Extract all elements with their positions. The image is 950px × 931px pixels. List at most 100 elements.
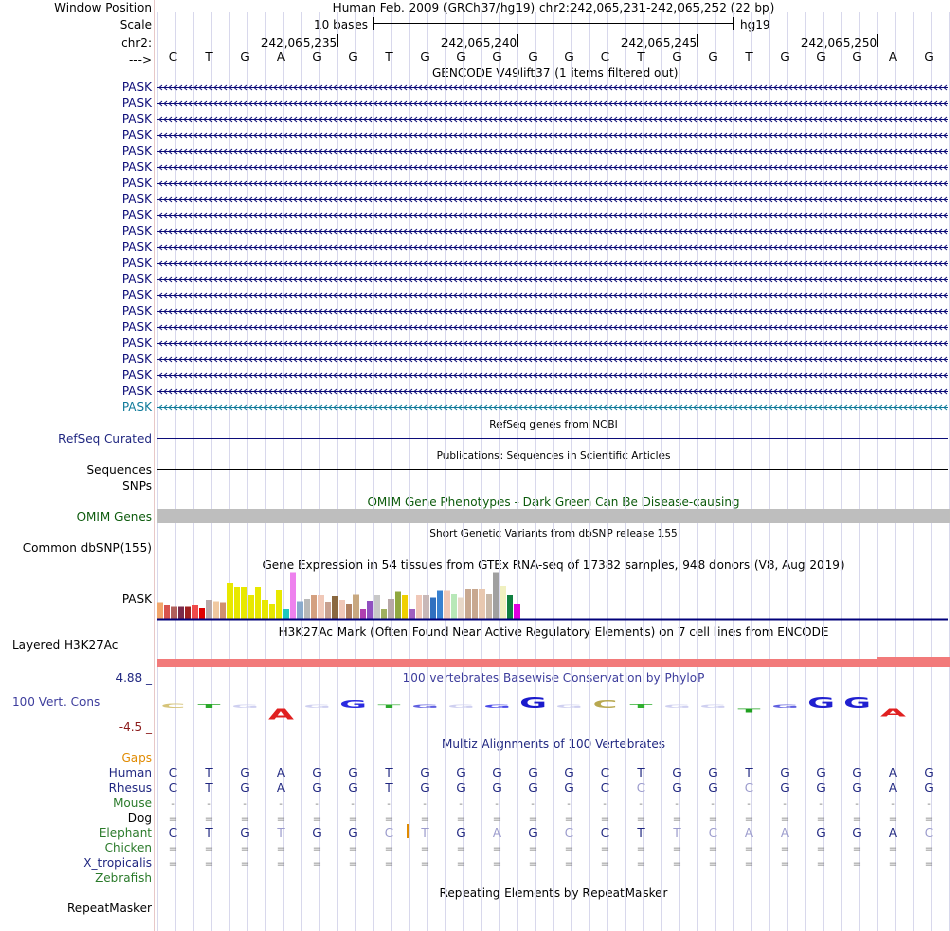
aligned-base: = [205,814,213,825]
dbsnp-track-label[interactable]: Common dbSNP(155) [22,541,152,555]
omim-track-title[interactable]: OMIM Gene Phenotypes - Dark Green Can Be… [367,495,740,509]
gencode-transcript-label[interactable]: PASK [121,128,152,142]
aligned-base: - [387,799,391,810]
aligned-base: = [529,844,537,855]
phylop-track-label[interactable]: 100 Vert. Cons [12,695,101,709]
multiz-track-title[interactable]: Multiz Alignments of 100 Vertebrates [441,737,666,751]
aligned-base: G [672,766,681,780]
species-label[interactable]: Zebrafish [95,871,152,885]
gencode-transcript-label[interactable]: PASK [121,352,152,366]
aligned-base: - [279,799,283,810]
aligned-base: C [385,826,393,840]
gtex-tissue-bar [339,600,345,619]
refseq-track-label[interactable]: RefSeq Curated [58,432,152,446]
omim-track-label[interactable]: OMIM Genes [76,510,152,524]
h3k27ac-track-title[interactable]: H3K27Ac Mark (Often Found Near Active Re… [278,625,829,639]
h3k27ac-track-label[interactable]: Layered H3K27Ac [12,638,119,652]
aligned-base: G [528,766,537,780]
refseq-track-title[interactable]: RefSeq genes from NCBI [489,419,618,431]
gencode-transcript-label[interactable]: PASK [121,304,152,318]
gencode-transcript-label[interactable]: PASK [121,384,152,398]
aligned-base: = [169,859,177,870]
aligned-base: = [637,859,645,870]
coordinate-label: 242,065,240 [441,36,517,50]
species-label[interactable]: Human [108,766,152,780]
publications-track-title[interactable]: Publications: Sequences in Scientific Ar… [436,450,671,462]
gencode-transcript-label[interactable]: PASK [121,336,152,350]
aligned-base: C [601,826,609,840]
dbsnp-track-title[interactable]: Short Genetic Variants from dbSNP releas… [429,528,678,540]
strand-arrows [158,340,948,347]
gencode-transcript-label[interactable]: PASK [121,320,152,334]
aligned-base: - [315,799,319,810]
gtex-tissue-bar [423,595,429,619]
aligned-base: A [889,826,898,840]
aligned-base: C [601,766,609,780]
aligned-base: A [493,826,502,840]
species-label[interactable]: Mouse [113,796,152,810]
gencode-transcript-label[interactable]: PASK [121,160,152,174]
aligned-base: = [277,814,285,825]
gencode-transcript-label[interactable]: PASK [121,240,152,254]
gencode-transcript-label[interactable]: PASK [121,224,152,238]
reference-base: T [204,50,213,64]
gtex-tissue-bar [290,572,296,619]
aligned-base: = [349,844,357,855]
aligned-base: G [456,826,465,840]
aligned-base: = [781,859,789,870]
aligned-base: - [675,799,679,810]
species-label[interactable]: Rhesus [108,781,152,795]
species-label[interactable]: Elephant [98,826,152,840]
gencode-transcript-label[interactable]: PASK [121,192,152,206]
gencode-transcript-label[interactable]: PASK [121,144,152,158]
gencode-transcript-label[interactable]: PASK [121,80,152,94]
publications-track-label[interactable]: Sequences [86,463,152,477]
reference-base: G [816,50,825,64]
snps-track-label[interactable]: SNPs [122,479,152,493]
aligned-base: = [493,814,501,825]
gencode-transcript-label[interactable]: PASK [121,400,152,414]
gencode-transcript-label[interactable]: PASK [121,176,152,190]
aligned-base: = [709,844,717,855]
aligned-base: G [528,826,537,840]
gencode-transcript-label[interactable]: PASK [121,288,152,302]
gencode-transcript-label[interactable]: PASK [121,96,152,110]
phylop-base-glyph: G [699,704,727,709]
gtex-tissue-bar [472,589,478,619]
phylop-base-glyph: G [843,695,871,712]
species-label[interactable]: Chicken [104,841,152,855]
aligned-base: - [639,799,643,810]
repeatmasker-track-label[interactable]: RepeatMasker [66,901,152,915]
aligned-base: - [423,799,427,810]
species-alignment-row: = = = = = = = = = = = = = = = = = = = = = = [169,859,933,870]
gencode-transcript [157,148,948,155]
repeatmasker-track-title[interactable]: Repeating Elements by RepeatMasker [439,886,668,900]
phylop-base-glyph: T [630,703,654,709]
h3k27ac-signal [157,659,950,667]
gencode-transcript-label[interactable]: PASK [121,112,152,126]
phylop-track-title[interactable]: 100 vertebrates Basewise Conservation by… [402,671,705,685]
gencode-transcript-label[interactable]: PASK [121,208,152,222]
gencode-transcript [157,180,948,187]
aligned-base: - [855,799,859,810]
gtex-track-title[interactable]: Gene Expression in 54 tissues from GTEx … [262,558,845,572]
species-label[interactable]: Dog [127,811,152,825]
gencode-transcript [157,116,948,123]
gencode-transcript [157,372,948,379]
gtex-gene-label[interactable]: PASK [121,592,152,606]
species-label[interactable]: X_tropicalis [83,856,152,870]
gtex-tissue-bar [227,583,233,619]
gencode-transcript-label[interactable]: PASK [121,368,152,382]
phylop-base-glyph: T [198,703,222,709]
gencode-track-title[interactable]: GENCODE V49lift37 (1 items filtered out) [432,66,679,80]
aligned-base: = [709,859,717,870]
aligned-base: = [817,814,825,825]
reference-base: G [312,50,321,64]
aligned-base: G [240,826,249,840]
phylop-base-glyph: T [738,708,762,714]
gencode-transcript-label[interactable]: PASK [121,256,152,270]
strand-arrows [158,180,948,187]
gencode-transcript-label[interactable]: PASK [121,272,152,286]
gencode-transcript [157,292,948,299]
